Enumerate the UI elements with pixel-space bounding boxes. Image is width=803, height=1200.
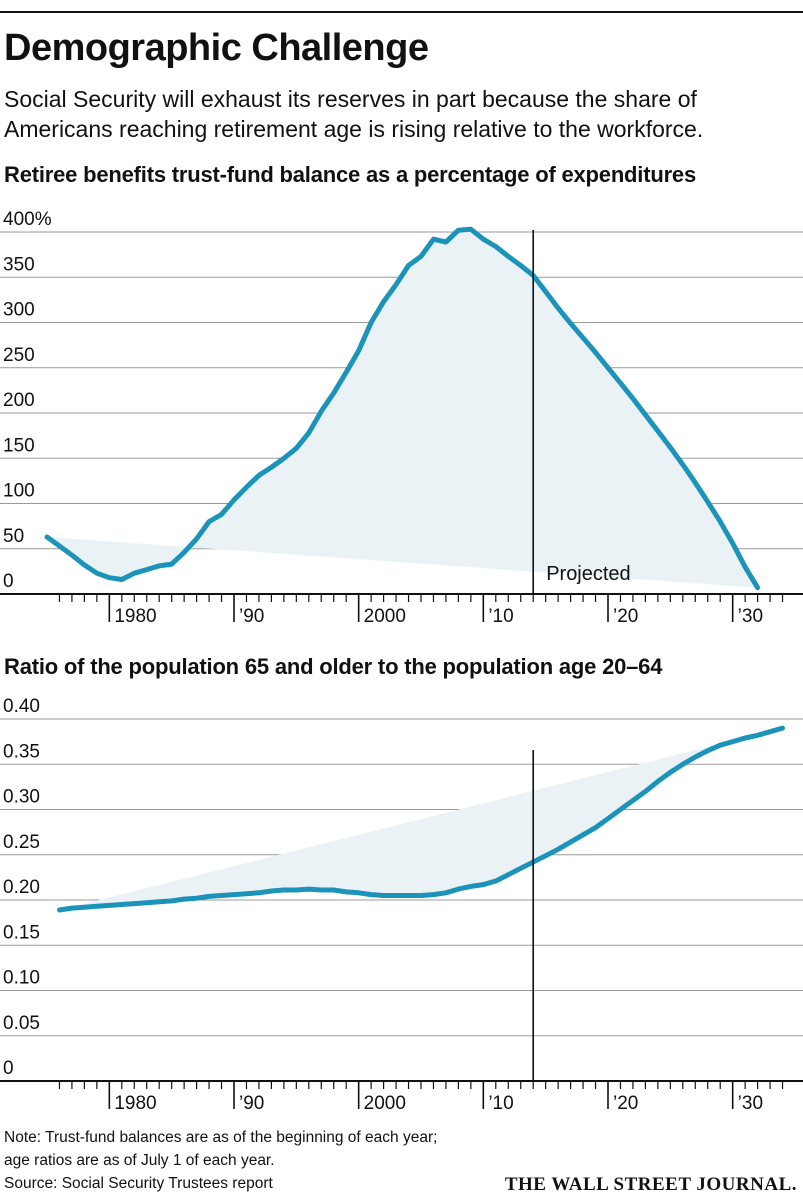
chart2-x-tick-label: ’10 (488, 1093, 513, 1114)
notes: Note: Trust-fund balances are as of the … (4, 1126, 437, 1195)
chart1-y-tick-label: 200 (3, 390, 35, 411)
chart2-y-tick-label: 0.05 (3, 1013, 40, 1034)
chart1-title: Retiree benefits trust-fund balance as a… (4, 162, 697, 187)
chart2-y-tick-label: 0 (3, 1058, 14, 1079)
chart2-area (59, 728, 783, 910)
chart2-title: Ratio of the population 65 and older to … (4, 654, 663, 679)
chart2-x-tick-label: ’20 (613, 1093, 638, 1114)
wsj-logo: THE WALL STREET JOURNAL. (504, 1174, 797, 1195)
chart1-series-line (44, 226, 761, 591)
page-subtitle: Social Security will exhaust its reserve… (4, 86, 704, 142)
source-note: Source: Social Security Trustees report (4, 1175, 273, 1192)
age-ratio-chart: 0 0.05 0.10 0.15 0.20 0.25 0.30 0.35 0.40 1980 ’90… (0, 696, 803, 1114)
chart2-y-tick-label: 0.20 (3, 877, 40, 898)
note-line-2: age ratios are as of July 1 of each year… (4, 1152, 275, 1169)
chart1-y-tick-label: 300 (3, 300, 35, 321)
chart1-y-tick-label: 50 (3, 526, 24, 547)
chart1-x-tick-label: ’30 (738, 606, 763, 627)
chart1-projected-label: Projected (546, 563, 631, 585)
chart1-x-tick-label: ’10 (488, 606, 513, 627)
chart2-x-tick-label: ’90 (239, 1093, 264, 1114)
page-title: Demographic Challenge (4, 27, 429, 69)
chart1-x-tick-label: ’90 (239, 606, 264, 627)
chart2-x-tick-label: 2000 (364, 1093, 406, 1114)
chart2-series-line (57, 725, 785, 913)
chart1-x-tick-label: 1980 (114, 606, 156, 627)
chart1-area (47, 229, 758, 588)
top-rule (0, 11, 803, 13)
chart2-y-tick-label: 0.25 (3, 832, 40, 853)
chart2-x-tick-label: 1980 (114, 1093, 156, 1114)
chart1-y-tick-label: 150 (3, 435, 35, 456)
chart2-y-tick-label: 0.40 (3, 696, 40, 717)
note-line-1: Note: Trust-fund balances are as of the … (4, 1129, 438, 1146)
trust-fund-chart: 0 50 100 150 200 250 300 350 400% 1980 ’90 2000 ’10 ’… (0, 209, 803, 627)
chart2-y-tick-label: 0.15 (3, 922, 40, 943)
chart1-x-tick-label: 2000 (364, 606, 406, 627)
chart1-y-tick-label: 0 (3, 571, 14, 592)
chart2-x-tick-label: ’30 (738, 1093, 763, 1114)
chart2-y-tick-label: 0.30 (3, 787, 40, 808)
chart1-y-tick-label: 100 (3, 481, 35, 502)
chart1-y-tick-label: 400% (3, 209, 52, 230)
chart2-y-tick-label: 0.35 (3, 741, 40, 762)
chart1-y-tick-label: 250 (3, 345, 35, 366)
chart2-y-tick-label: 0.10 (3, 968, 40, 989)
chart1-y-tick-label: 350 (3, 254, 35, 275)
chart1-x-tick-label: ’20 (613, 606, 638, 627)
